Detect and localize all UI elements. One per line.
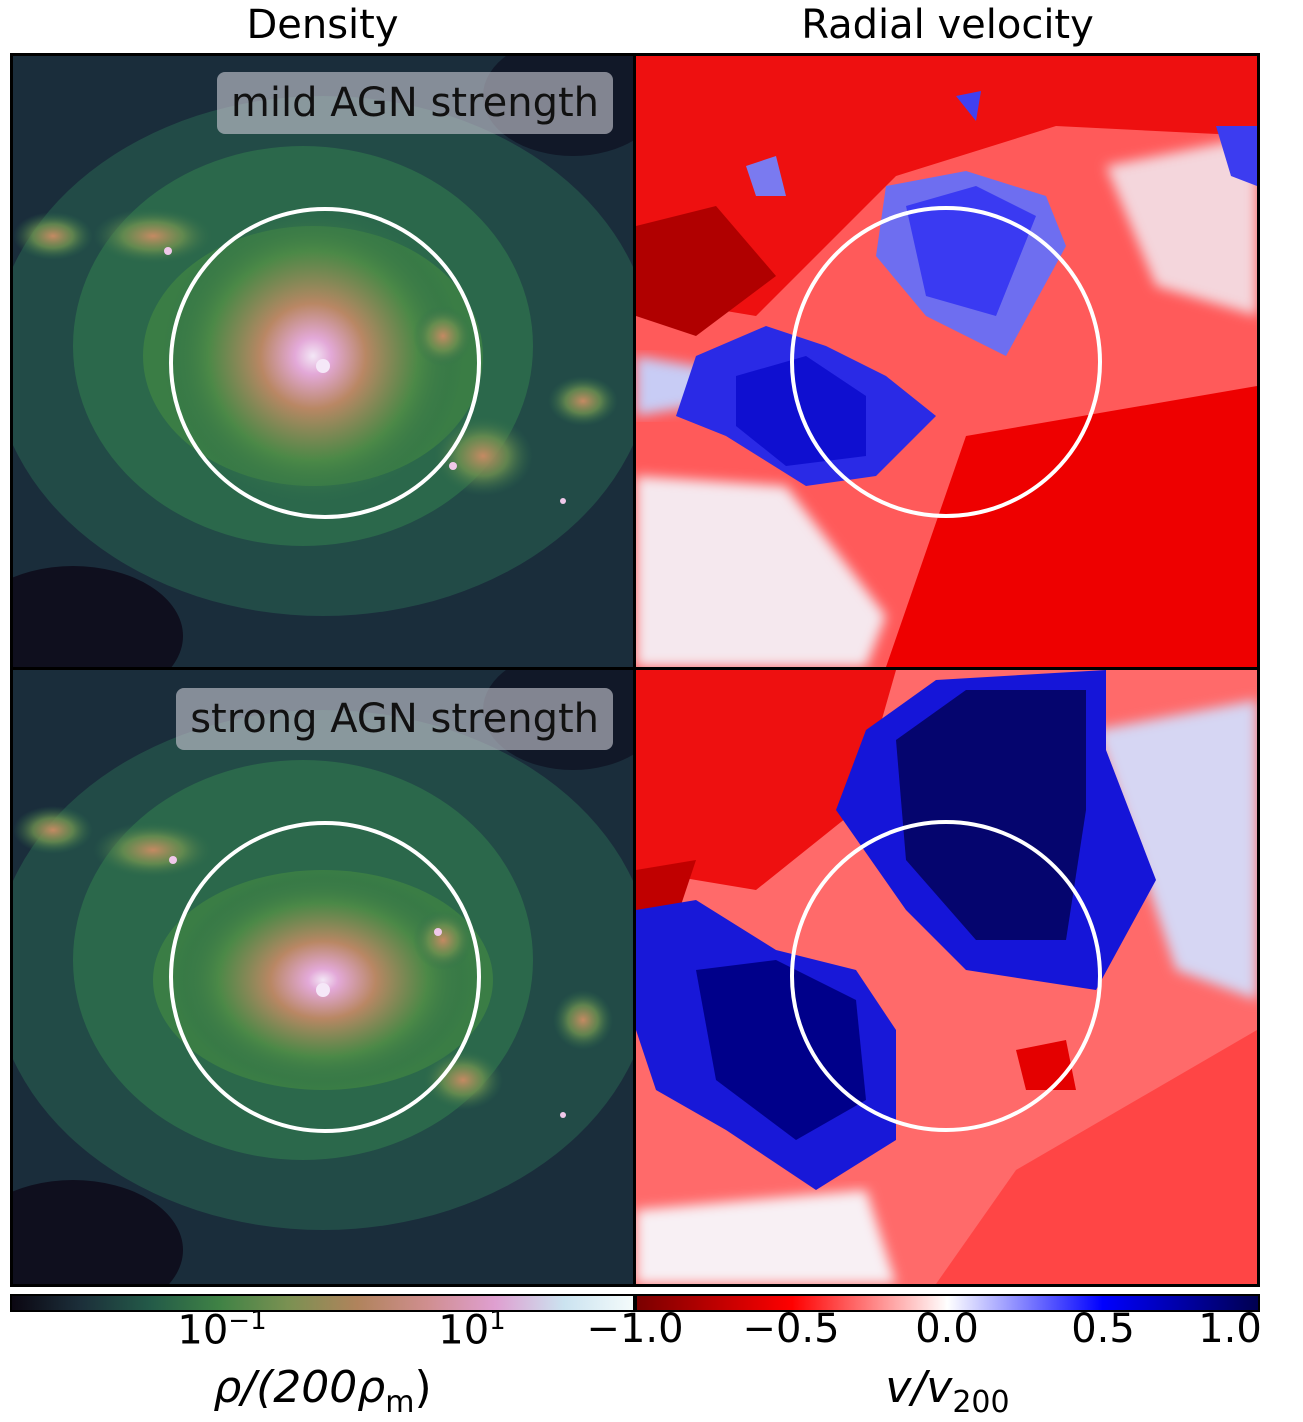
density-map-strong: [13, 670, 633, 1284]
velocity-map-mild: [636, 56, 1257, 667]
density-column-title: Density: [246, 2, 399, 48]
row-label-mild: mild AGN strength: [216, 72, 613, 134]
virial-radius-circle: [169, 821, 481, 1133]
virial-radius-circle: [790, 820, 1102, 1132]
velocity-tick-label-4: 0.5: [1071, 1306, 1135, 1352]
virial-radius-circle: [169, 207, 481, 519]
density-panel-strong: strong AGN strength: [10, 667, 636, 1287]
velocity-colorbar: [635, 1294, 1260, 1312]
density-colorbar-label: ρ/(200ρm): [213, 1362, 432, 1420]
density-tick-label-1: 10−1: [177, 1306, 267, 1354]
velocity-map-strong: [636, 670, 1257, 1284]
velocity-colorbar-label: v/v200: [885, 1362, 1010, 1420]
velocity-tick-label-5: 1.0: [1198, 1306, 1262, 1352]
density-map-mild: [13, 56, 633, 667]
density-tick-label-2: 101: [438, 1306, 506, 1354]
velocity-panel-strong: [633, 667, 1260, 1287]
density-panel-mild: mild AGN strength: [10, 53, 636, 670]
virial-radius-circle: [790, 206, 1102, 518]
density-colorbar: [10, 1294, 635, 1312]
velocity-tick-label-2: −0.5: [742, 1306, 840, 1352]
velocity-tick-label-1: −1.0: [586, 1306, 684, 1352]
velocity-column-title: Radial velocity: [801, 2, 1094, 48]
velocity-panel-mild: [633, 53, 1260, 670]
row-label-strong: strong AGN strength: [176, 688, 613, 750]
velocity-tick-label-3: 0.0: [915, 1306, 979, 1352]
